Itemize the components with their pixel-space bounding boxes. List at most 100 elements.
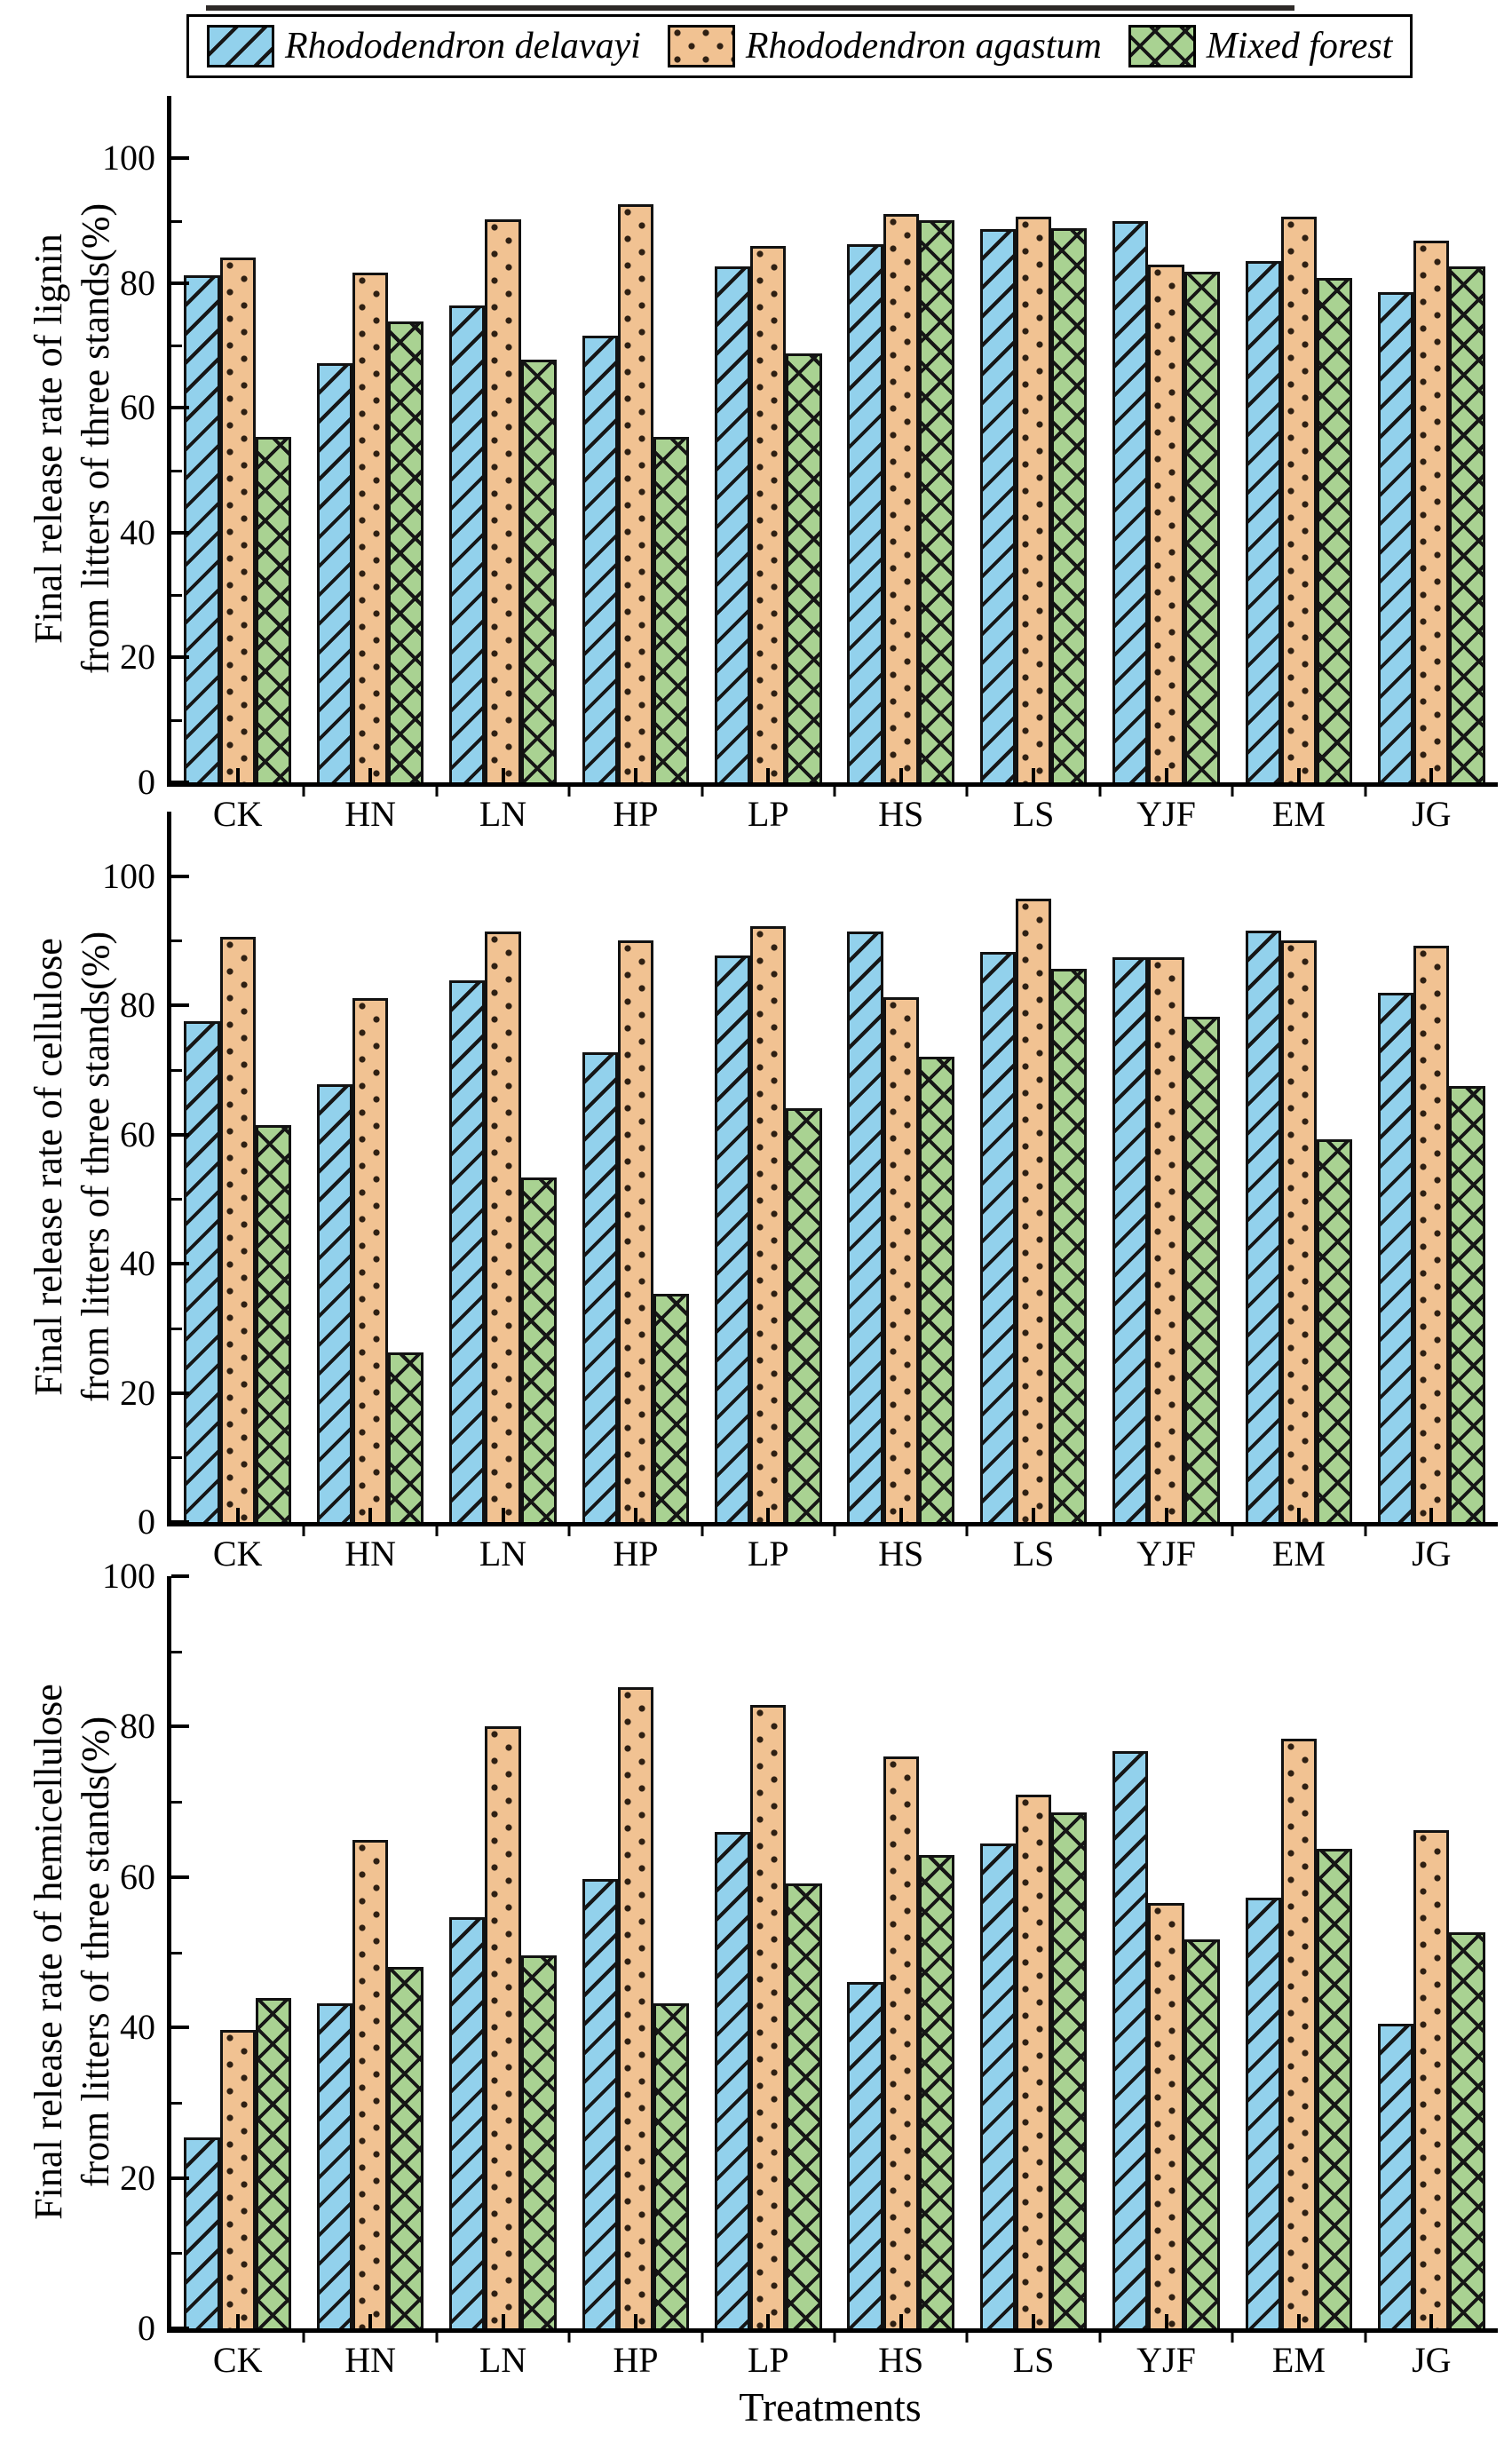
bar-group-LS [967,96,1099,782]
bar-JG-series1 [1413,1830,1450,2328]
bar-HS-series1 [883,213,919,782]
bar-CK-series0 [184,2137,220,2328]
x-tick-label-HS: HS [878,794,924,834]
y-tick-label: 60 [120,387,155,428]
bar-group-CK [171,96,304,782]
bar-CK-series2 [255,1998,291,2328]
x-major-tick [766,768,771,782]
bar-group-EM [1232,812,1365,1522]
x-tick-label-LN: LN [479,794,527,834]
x-major-tick [1429,1508,1434,1522]
y-major-tick [171,1262,189,1266]
x-tick-label-LP: LP [747,2340,789,2380]
x-tick-label-LN: LN [479,2340,527,2380]
plot-lignin: 0 20 40 60 80 100 CK HN LN HP LP HS LS YJF EM JG [102,96,1498,832]
x-minor-tick [435,1526,439,1536]
x-major-tick [1032,2314,1036,2328]
x-minor-tick [302,787,305,797]
bar-HP-series1 [617,203,653,782]
bar-CK-series0 [184,1020,220,1522]
x-minor-tick [1364,2333,1367,2343]
y-tick-label: 20 [120,1372,155,1413]
bar-group-EM [1232,1576,1365,2328]
y-axis-title-cellulose: Final release rate of cellulose from lit… [26,932,120,1402]
bar-group-YJF [1100,812,1232,1522]
bar-LP-series1 [750,245,787,782]
x-axis-title: Treatments [739,2384,922,2430]
legend-item-mixed: Mixed forest [1128,25,1392,67]
legend-swatch-delavayi [207,25,274,67]
bar-HS-series1 [883,996,919,1522]
legend-item-agastum: Rhododendron agastum [667,25,1102,67]
y-tick-label: 60 [120,1114,155,1154]
y-major-tick [171,874,189,878]
bar-group-LN [437,812,569,1522]
x-tick-label-EM: EM [1271,794,1326,834]
y-minor-tick [171,219,182,223]
x-major-tick [1429,2314,1434,2328]
legend-item-delavayi: Rhododendron delavayi [207,25,641,67]
bar-group-HN [304,96,436,782]
bar-LN-series2 [520,1954,557,2328]
bar-YJF-series2 [1183,272,1220,782]
x-minor-tick [965,1526,969,1536]
y-minor-tick [171,469,182,472]
x-tick-label-LP: LP [747,794,789,834]
y-major-tick [171,1724,189,1729]
x-major-tick [368,768,373,782]
x-major-tick [368,1508,373,1522]
bar-HS-series2 [918,1056,954,1522]
legend-swatch-mixed [1128,25,1196,67]
x-minor-tick [1098,1526,1102,1536]
bar-HP-series2 [653,437,690,782]
bar-HS-series0 [847,1982,883,2328]
x-tick-label-HN: HN [344,794,396,834]
x-tick-label-EM: EM [1271,1534,1326,1574]
bar-CK-series1 [219,258,256,782]
y-axis-title-hemicellulose-line2: from litters of three stands(%) [74,1716,117,2188]
x-tick-label-HN: HN [344,1534,396,1574]
x-minor-tick [567,1526,571,1536]
bar-EM-series2 [1316,1848,1353,2328]
y-tick-label: 80 [120,985,155,1026]
bar-LS-series1 [1016,1794,1052,2328]
x-major-tick [898,2314,903,2328]
bar-LP-series1 [750,925,787,1522]
bar-YJF-series0 [1112,220,1149,782]
bar-HS-series0 [847,243,883,782]
y-tick-label: 0 [138,1502,155,1542]
x-minor-tick [701,787,704,797]
bar-EM-series0 [1245,930,1281,1522]
y-tick-label: 80 [120,262,155,303]
x-minor-tick [833,1526,836,1536]
y-minor-tick [171,345,182,348]
bar-LN-series0 [449,1916,486,2328]
x-minor-tick [435,787,439,797]
bar-HS-series1 [883,1756,919,2328]
bar-EM-series0 [1245,1897,1281,2328]
x-tick-label-YJF: YJF [1136,1534,1196,1574]
bar-EM-series2 [1316,277,1353,782]
bar-HN-series1 [352,1840,389,2328]
bar-group-LS [967,812,1099,1522]
y-major-tick [171,1391,189,1395]
bar-HP-series0 [582,1052,618,1522]
y-axis-title-cellulose-line1: Final release rate of cellulose [27,938,71,1396]
bar-HN-series2 [388,1352,424,1522]
y-tick-label: 60 [120,1856,155,1897]
bar-LP-series0 [715,1831,751,2328]
bar-group-HN [304,1576,436,2328]
x-major-tick [1032,1508,1036,1522]
x-major-tick [501,1508,505,1522]
x-major-tick [368,2314,373,2328]
y-major-tick [171,281,189,285]
x-tick-label-HP: HP [613,2340,659,2380]
bar-group-YJF [1100,1576,1232,2328]
x-tick-label-CK: CK [212,2340,263,2380]
bar-group-LP [702,812,835,1522]
legend-label-agastum: Rhododendron agastum [745,26,1102,67]
x-major-tick [1429,768,1434,782]
bar-group-HP [569,96,701,782]
plot-cellulose: 0 20 40 60 80 100 CK HN LN HP LP HS LS YJF EM JG [102,812,1498,1572]
